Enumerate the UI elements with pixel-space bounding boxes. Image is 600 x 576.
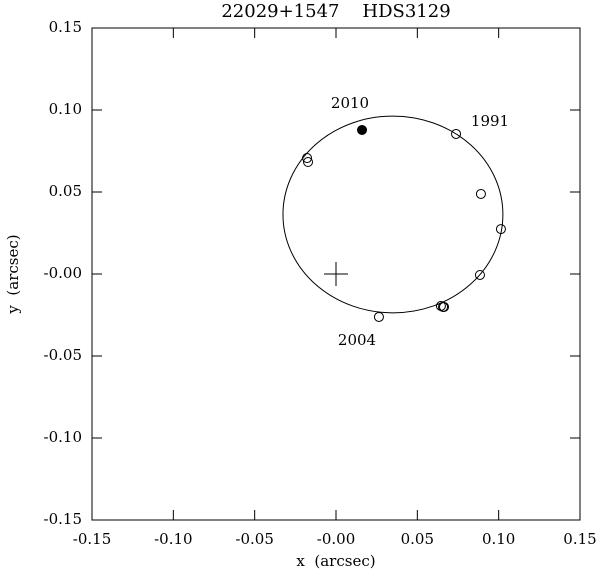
observation-point [373, 311, 384, 322]
x-tick-label: 0.05 [401, 530, 434, 548]
y-tick-label: -0.15 [44, 510, 82, 528]
x-tick-label: -0.05 [235, 530, 273, 548]
x-tick-label: 0.15 [563, 530, 596, 548]
y-tick-label: -0.10 [44, 428, 82, 446]
observation-point [302, 153, 313, 164]
x-tick-label: -0.15 [73, 530, 111, 548]
observation-point [439, 301, 450, 312]
observation-point [475, 188, 486, 199]
y-tick-label: 0.15 [49, 18, 82, 36]
annotation: 2010 [331, 94, 369, 112]
chart-title: 22029+1547 HDS3129 [221, 1, 450, 22]
y-tick-label: 0.05 [49, 182, 82, 200]
observation-point [451, 128, 462, 139]
observation-point [474, 269, 485, 280]
y-tick-label: 0.10 [49, 100, 82, 118]
observation-point [495, 224, 506, 235]
y-axis-label: y (arcsec) [4, 234, 22, 314]
orbit [282, 115, 504, 314]
x-tick-label: -0.00 [317, 530, 355, 548]
y-tick-label: -0.00 [44, 264, 82, 282]
annotation: 2004 [338, 331, 376, 349]
x-tick-label: 0.10 [482, 530, 515, 548]
x-axis-label: x (arcsec) [296, 552, 375, 570]
y-tick-label: -0.05 [44, 346, 82, 364]
observation-point [303, 156, 314, 167]
observation-point [357, 125, 368, 136]
annotation: 1991 [471, 112, 509, 130]
x-tick-label: -0.10 [154, 530, 192, 548]
